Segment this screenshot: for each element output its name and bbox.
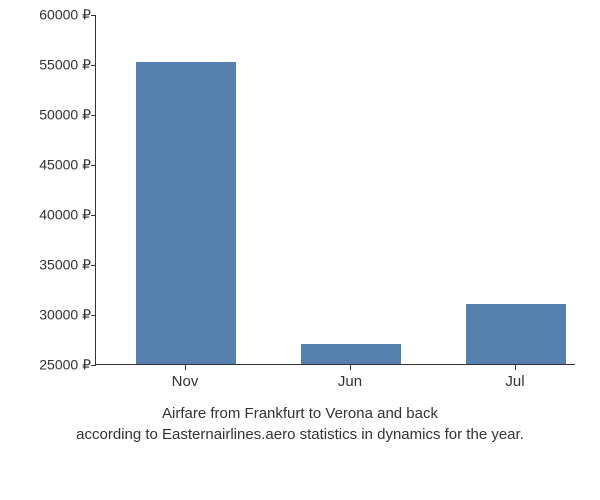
y-axis-label: 50000 ₽ (26, 107, 91, 124)
chart-caption: Airfare from Frankfurt to Verona and bac… (0, 403, 600, 445)
y-tick-mark (91, 165, 96, 166)
y-tick-mark (91, 115, 96, 116)
x-axis-label: Nov (172, 373, 199, 390)
y-axis-label: 40000 ₽ (26, 207, 91, 224)
x-axis-label: Jun (338, 373, 362, 390)
x-tick-mark (515, 365, 516, 370)
x-axis-label: Jul (505, 373, 524, 390)
y-tick-mark (91, 215, 96, 216)
bar-nov (136, 62, 236, 364)
y-tick-mark (91, 315, 96, 316)
y-axis-label: 30000 ₽ (26, 307, 91, 324)
x-tick-mark (185, 365, 186, 370)
caption-line-1: Airfare from Frankfurt to Verona and bac… (162, 405, 438, 422)
y-tick-mark (91, 15, 96, 16)
airfare-chart: 25000 ₽30000 ₽35000 ₽40000 ₽45000 ₽50000… (95, 15, 575, 395)
bar-jun (301, 344, 401, 364)
caption-line-2: according to Easternairlines.aero statis… (76, 426, 524, 443)
y-axis-label: 45000 ₽ (26, 157, 91, 174)
y-axis-label: 35000 ₽ (26, 257, 91, 274)
y-axis-label: 60000 ₽ (26, 7, 91, 24)
y-axis-label: 25000 ₽ (26, 357, 91, 374)
y-axis-label: 55000 ₽ (26, 57, 91, 74)
plot-area: 25000 ₽30000 ₽35000 ₽40000 ₽45000 ₽50000… (95, 15, 575, 365)
y-tick-mark (91, 65, 96, 66)
x-tick-mark (350, 365, 351, 370)
bar-jul (466, 304, 566, 364)
y-tick-mark (91, 265, 96, 266)
y-tick-mark (91, 365, 96, 366)
